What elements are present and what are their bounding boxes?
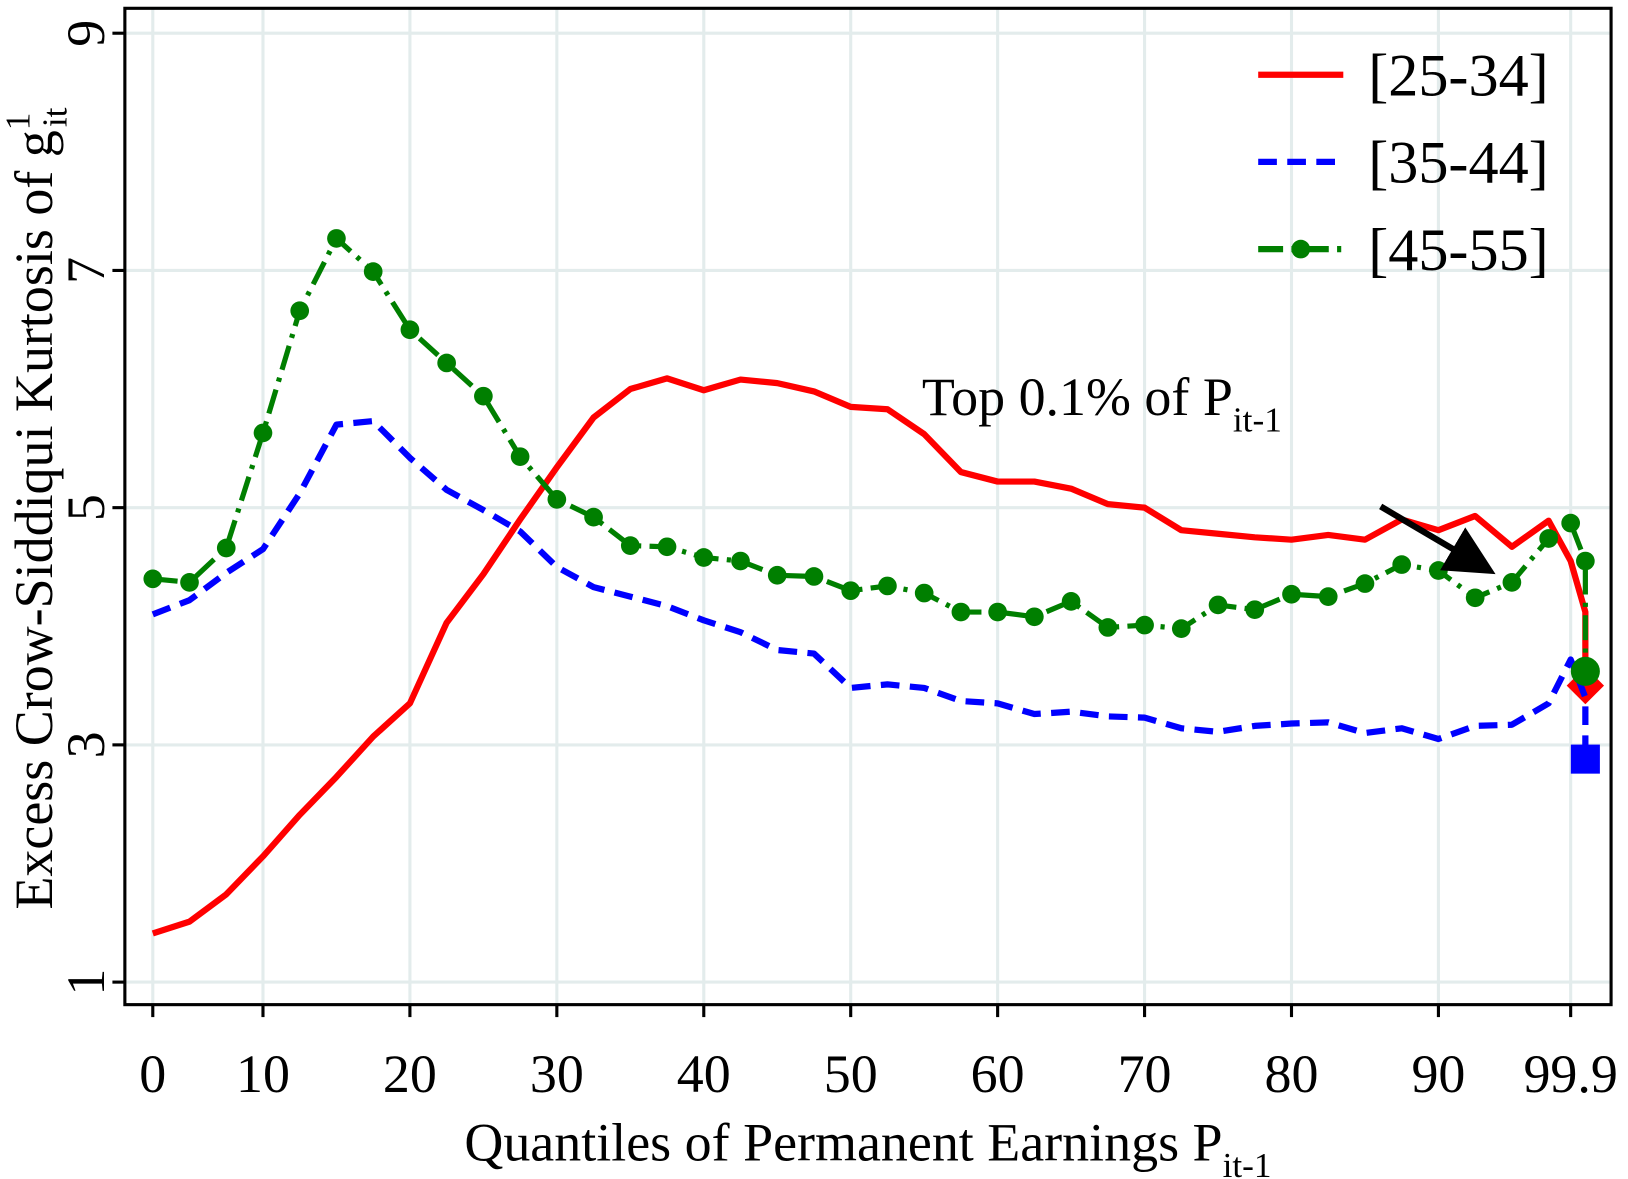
point-marker [951,602,971,622]
x-tick-label: 70 [1118,1044,1172,1104]
point-marker [216,538,236,558]
x-tick-label: 50 [824,1044,878,1104]
x-tick-label: 99.9 [1523,1044,1617,1104]
annotation-text: Top 0.1% of P [922,367,1233,427]
x-tick-label: 80 [1265,1044,1319,1104]
point-marker [1561,513,1581,533]
point-marker [547,490,567,509]
x-tick-label: 40 [677,1044,731,1104]
point-marker [804,567,824,586]
point-marker [620,536,640,555]
y-tick-label: 1 [56,969,116,996]
point-marker [914,583,934,603]
point-marker [363,262,383,281]
point-marker [1208,595,1228,615]
point-marker [1355,574,1375,593]
y-axis-label-text: Excess Crow-Siddiqui Kurtosis of g [4,130,64,909]
point-marker [1429,561,1448,580]
point-marker [657,537,677,557]
annotation-arrow [1379,503,1496,575]
point-marker [878,576,897,596]
point-marker [1025,607,1044,627]
series-line [152,235,1588,672]
x-axis-label-subscript: it-1 [1223,1146,1272,1179]
point-marker [143,569,163,589]
y-tick-label: 9 [56,20,116,47]
plot-area [143,229,1605,937]
end-marker [1570,744,1600,774]
point-marker [1245,600,1265,620]
legend-label: [25-34] [1368,42,1549,109]
x-tick-label: 30 [530,1044,584,1104]
point-marker [1171,619,1191,638]
point-marker [694,548,714,567]
y-tick-label: 7 [56,257,116,284]
point-marker [1465,588,1485,608]
y-axis-label: Excess Crow-Siddiqui Kurtosis of g1it [0,107,75,909]
annotation-subscript: it-1 [1233,401,1282,440]
point-marker [841,581,861,601]
point-marker [1318,587,1338,606]
point-marker [1135,615,1154,635]
axes-frame [123,6,1613,1007]
x-tick-label: 0 [139,1044,166,1104]
y-tick-label: 5 [56,494,116,521]
point-marker [474,386,493,406]
point-marker [400,320,420,340]
y-axis-label-subscript: it [36,107,75,127]
y-tick-label: 3 [56,731,116,758]
point-marker [253,423,273,443]
end-marker [1570,656,1600,686]
legend-marker [1291,239,1311,259]
point-marker [1502,573,1522,592]
legend-label: [45-55] [1368,217,1549,284]
point-marker [1539,529,1558,548]
x-axis-label-text: Quantiles of Permanent Earnings P [464,1112,1222,1172]
legend-label: [35-44] [1368,130,1549,197]
x-tick-label: 90 [1411,1044,1465,1104]
y-axis-label-superscript: 1 [0,113,37,131]
point-marker [584,507,603,527]
point-marker [327,229,346,248]
point-marker [767,565,787,585]
point-marker [437,353,456,373]
x-axis-label: Quantiles of Permanent Earnings Pit-1 [464,1112,1271,1179]
series-line [151,375,1589,937]
point-marker [180,573,199,592]
series-line [151,417,1589,760]
point-marker [1061,592,1081,611]
point-marker [731,551,750,571]
grid [112,8,1612,1018]
point-marker [1098,618,1118,637]
x-tick-label: 60 [971,1044,1025,1104]
x-tick-label: 10 [236,1044,290,1104]
point-marker [988,602,1007,622]
point-marker [1392,555,1412,574]
annotation: Top 0.1% of Pit-1 [922,367,1282,440]
point-marker [1576,551,1595,571]
point-marker [1282,584,1301,604]
point-marker [290,301,310,321]
legend: [25-34] [35-44] [45-55] [1258,42,1549,284]
point-marker [510,447,530,466]
x-tick-label: 20 [383,1044,437,1104]
